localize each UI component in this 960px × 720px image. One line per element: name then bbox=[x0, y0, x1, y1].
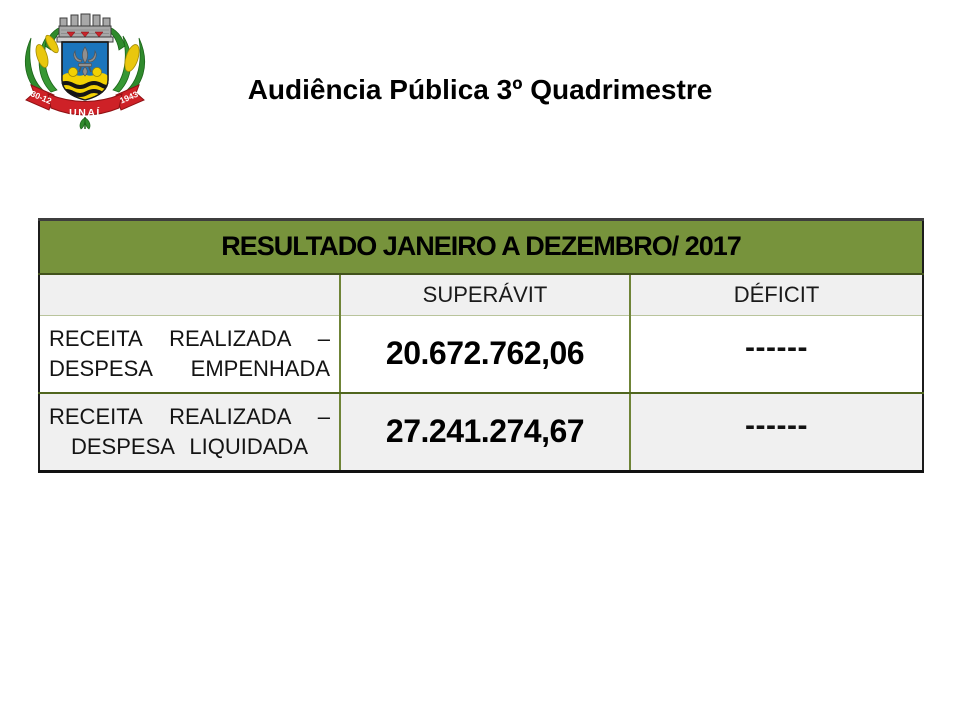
page-title: Audiência Pública 3º Quadrimestre bbox=[247, 74, 713, 105]
row-label-cell: RECEITA REALIZADA – DESPESA LIQUIDADA bbox=[39, 392, 340, 472]
deficit-value: ------ bbox=[628, 392, 924, 472]
unai-coat-of-arms: 30-12 UNAÍ 1943 bbox=[24, 13, 146, 130]
row-label-line2: DESPESA LIQUIDADA bbox=[71, 433, 308, 459]
column-header-row: SUPERÁVIT DÉFICIT bbox=[39, 273, 924, 316]
ribbon-banner: 30-12 UNAÍ 1943 bbox=[25, 84, 145, 119]
fleur-de-lis-icon bbox=[73, 46, 97, 77]
mural-crown-icon bbox=[56, 13, 114, 43]
row-label-cell: RECEITA REALIZADA – DESPESA EMPENHADA bbox=[39, 315, 340, 394]
corner-cell bbox=[39, 273, 340, 316]
superavit-value: 27.241.274,67 bbox=[339, 392, 630, 472]
column-header-deficit: DÉFICIT bbox=[628, 273, 924, 316]
deficit-value: ------ bbox=[628, 315, 924, 394]
table-row-empenhada: RECEITA REALIZADA – DESPESA EMPENHADA 20… bbox=[39, 315, 924, 394]
table-title-cell: RESULTADO JANEIRO A DEZEMBRO/ 2017 bbox=[39, 219, 924, 275]
deficit-dashes: ------ bbox=[745, 330, 808, 364]
results-table: RESULTADO JANEIRO A DEZEMBRO/ 2017 SUPER… bbox=[38, 218, 925, 473]
row-label-line1: RECEITA REALIZADA – bbox=[49, 325, 330, 351]
ribbon-text-center: UNAÍ bbox=[69, 106, 101, 119]
deficit-dashes: ------ bbox=[745, 408, 808, 442]
sprig-icon bbox=[79, 117, 91, 130]
row-label-line1: RECEITA REALIZADA – bbox=[49, 403, 330, 429]
column-header-superavit: SUPERÁVIT bbox=[339, 273, 630, 316]
table-row-liquidada: RECEITA REALIZADA – DESPESA LIQUIDADA 27… bbox=[39, 392, 924, 472]
table-title-row: RESULTADO JANEIRO A DEZEMBRO/ 2017 bbox=[39, 219, 924, 275]
corn-foliage-icon bbox=[24, 25, 146, 99]
superavit-value: 20.672.762,06 bbox=[339, 315, 630, 394]
row-label-line2: DESPESA EMPENHADA bbox=[49, 355, 330, 381]
